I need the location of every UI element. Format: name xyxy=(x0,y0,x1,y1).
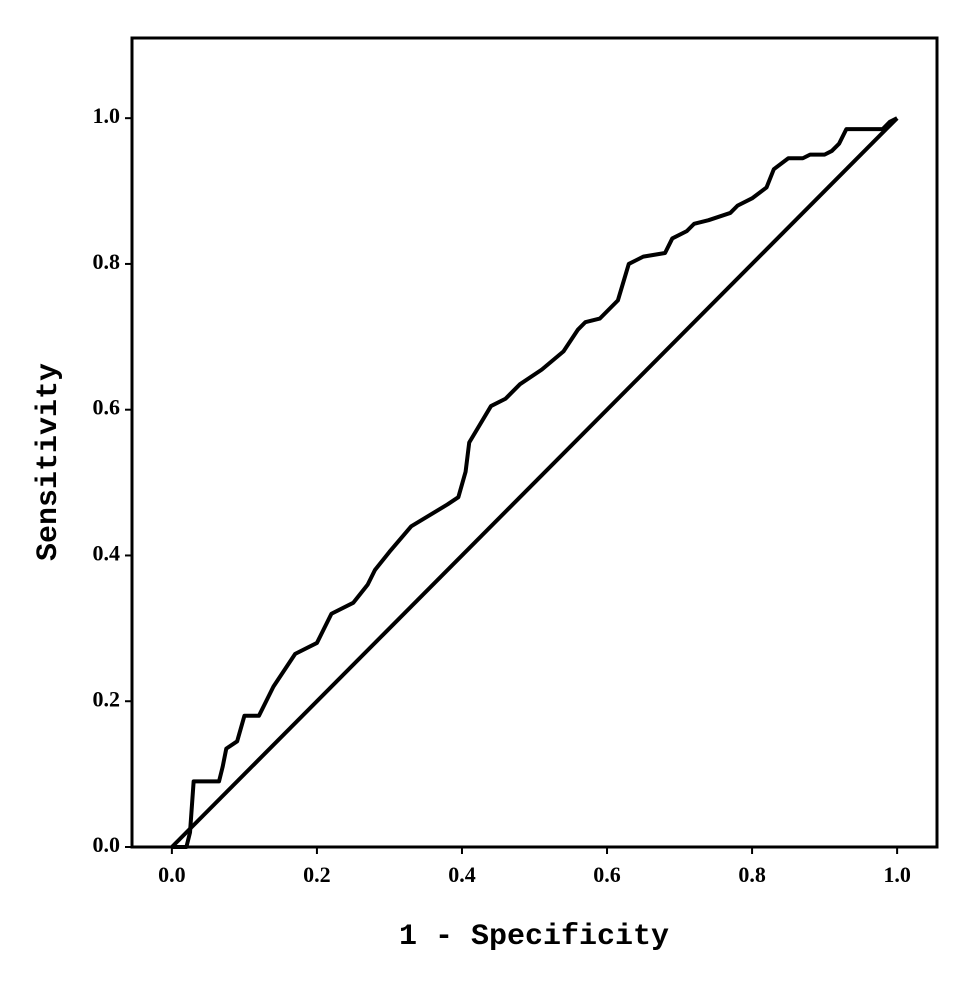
y-tick-label: 1.0 xyxy=(93,103,121,128)
x-tick-label: 0.8 xyxy=(738,862,766,887)
plot-frame xyxy=(130,36,939,849)
roc-line xyxy=(170,116,899,849)
roc-line xyxy=(171,116,899,849)
y-tick-label: 0.8 xyxy=(93,249,121,274)
x-tick-label: 0.0 xyxy=(158,862,186,887)
y-tick-label: 0.2 xyxy=(93,686,121,711)
x-tick-label: 0.6 xyxy=(593,862,621,887)
x-tick-label: 1.0 xyxy=(883,862,911,887)
y-tick-label: 0.4 xyxy=(93,541,121,566)
y-axis-title: Sensitivity xyxy=(32,363,66,561)
y-tick-label: 0.6 xyxy=(93,395,121,420)
x-tick-label: 0.2 xyxy=(303,862,331,887)
x-tick-label: 0.4 xyxy=(448,862,476,887)
y-tick-label: 0.0 xyxy=(93,832,121,857)
x-axis-title: 1 - Specificity xyxy=(399,920,669,954)
